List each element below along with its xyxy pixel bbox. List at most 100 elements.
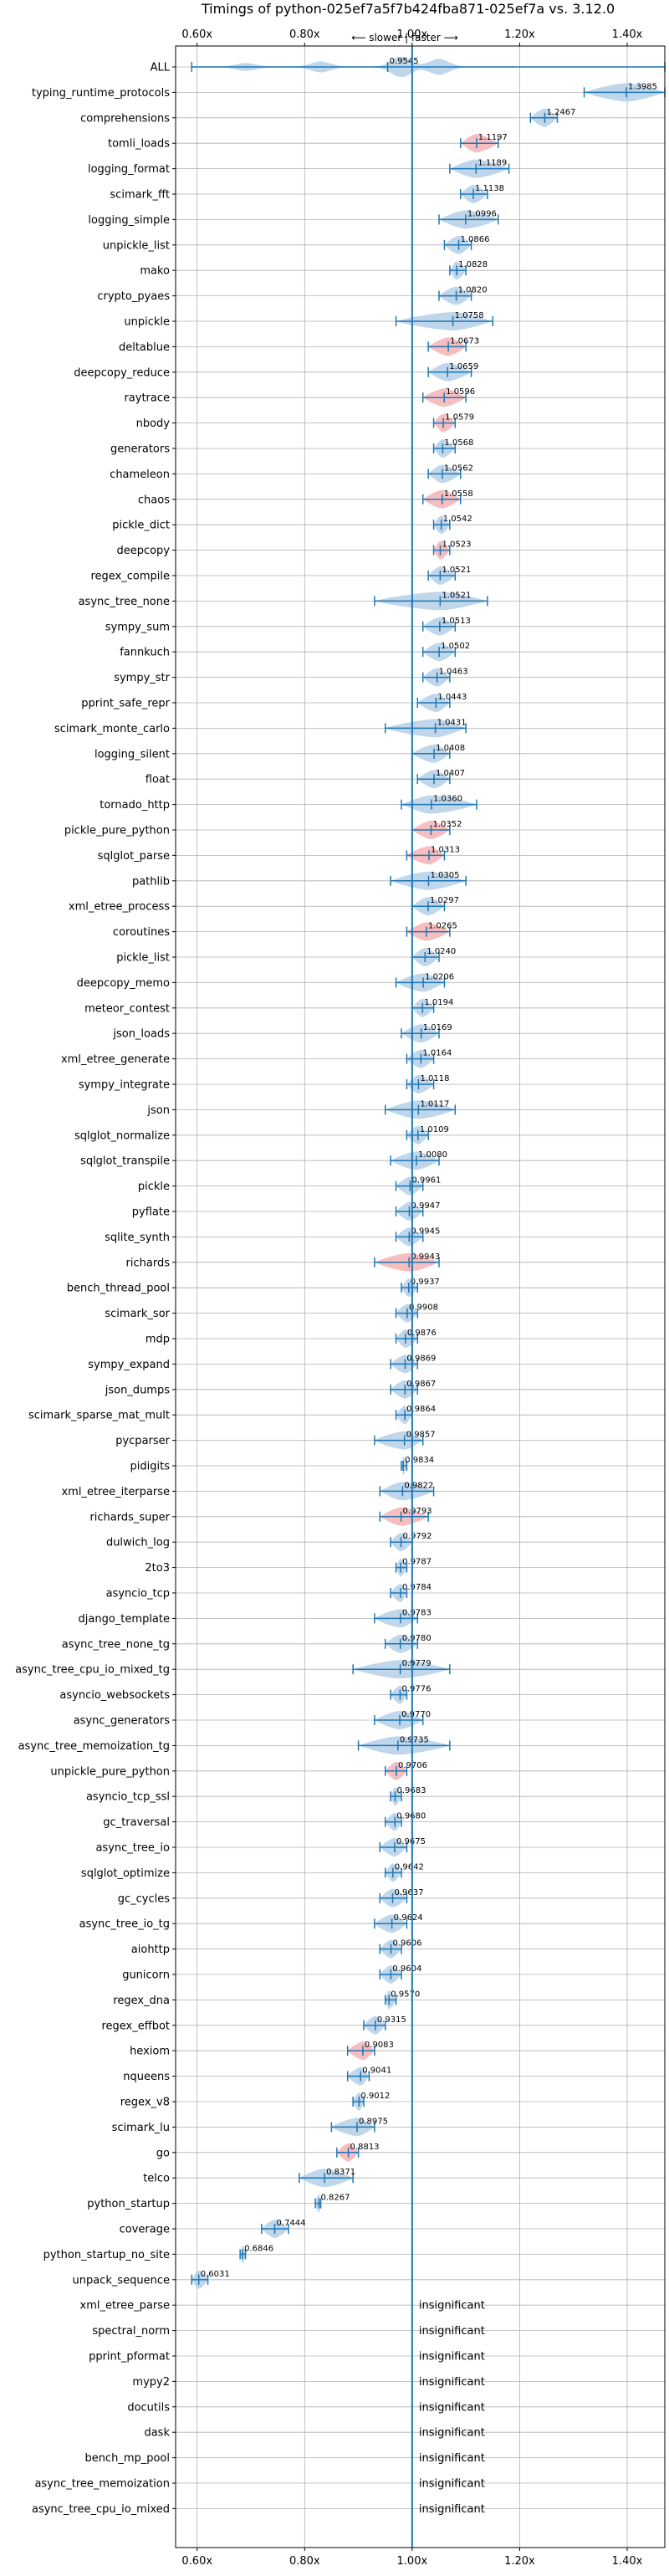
value-label: 1.0109 — [420, 1125, 449, 1134]
category-label: regex_effbot — [101, 2020, 170, 2032]
value-label: 0.9947 — [411, 1201, 440, 1211]
category-label: regex_v8 — [120, 2097, 170, 2109]
category-label: regex_dna — [113, 1995, 170, 2007]
category-label: pickle — [138, 1180, 170, 1193]
value-label: 1.0513 — [442, 617, 471, 626]
category-label: mypy2 — [132, 2376, 170, 2389]
value-label: 1.0352 — [432, 820, 462, 829]
category-label: json_loads — [112, 1028, 170, 1041]
category-label: go — [156, 2147, 170, 2159]
insignificant-label: insignificant — [419, 2300, 485, 2312]
value-label: 0.9783 — [402, 1608, 432, 1617]
x-tick-label-bottom: 1.40x — [612, 2555, 643, 2568]
category-label: dask — [144, 2427, 170, 2440]
value-label: 1.0820 — [458, 286, 488, 295]
category-label: async_tree_memoization — [34, 2478, 170, 2491]
value-label: 1.0431 — [437, 718, 467, 727]
category-label: bench_thread_pool — [67, 1283, 170, 1295]
category-label: deepcopy_reduce — [74, 366, 170, 379]
value-label: 0.9680 — [396, 1812, 426, 1821]
category-label: sympy_str — [114, 672, 170, 684]
category-label: mdp — [146, 1334, 170, 1346]
value-label: 1.2467 — [546, 108, 575, 117]
category-label: ALL — [151, 62, 171, 74]
category-label: crypto_pyaes — [97, 290, 170, 303]
value-label: 1.0240 — [426, 947, 456, 956]
value-label: 0.9083 — [365, 2041, 394, 2050]
category-label: pidigits — [130, 1461, 171, 1473]
value-label: 1.0080 — [418, 1150, 447, 1160]
value-label: 0.9908 — [409, 1303, 438, 1313]
category-label: pathlib — [132, 875, 170, 888]
x-tick-label-bottom: 0.80x — [289, 2555, 320, 2568]
value-label: 1.0659 — [449, 362, 478, 371]
value-label: 1.0305 — [430, 871, 459, 880]
category-label: sqlglot_parse — [98, 850, 170, 863]
value-label: 1.0118 — [420, 1074, 449, 1083]
x-tick-label-bottom: 1.20x — [504, 2555, 535, 2568]
value-label: 1.0523 — [442, 540, 471, 550]
category-label: richards — [126, 1257, 171, 1269]
category-label: logging_simple — [88, 214, 170, 227]
category-label: gc_traversal — [103, 1816, 170, 1829]
insignificant-label: insignificant — [419, 2376, 485, 2389]
value-label: 0.8813 — [350, 2143, 380, 2152]
category-label: float — [146, 774, 170, 786]
category-label: pycparser — [115, 1435, 170, 1447]
x-tick-label-top: 1.00x — [397, 28, 428, 41]
value-label: 1.0502 — [441, 642, 470, 651]
value-label: 1.0206 — [425, 972, 454, 981]
value-label: 1.1197 — [478, 133, 508, 142]
category-label: async_tree_cpu_io_mixed_tg — [15, 1664, 170, 1677]
value-label: 1.0568 — [444, 438, 473, 448]
category-label: deepcopy — [116, 545, 170, 557]
value-label: 1.0562 — [444, 463, 473, 473]
category-label: gunicorn — [122, 1969, 170, 1982]
category-label: scimark_sor — [105, 1308, 170, 1320]
violin-marks: 0.9545 1.3985 1.2467 1.1197 1.1189 1.1138 1.09… — [191, 57, 666, 2516]
category-label: logging_silent — [94, 748, 170, 761]
category-label: telco — [143, 2173, 170, 2185]
x-tick-label-top: 1.20x — [504, 28, 535, 41]
category-label: tomli_loads — [108, 138, 170, 151]
value-label: 0.6846 — [244, 2244, 273, 2253]
category-label: meteor_contest — [84, 1002, 170, 1015]
value-label: 1.0313 — [431, 845, 460, 854]
insignificant-label: insignificant — [419, 2503, 485, 2516]
category-label: coroutines — [113, 926, 170, 939]
category-label: asyncio_tcp — [106, 1588, 170, 1600]
category-label: xml_etree_parse — [80, 2300, 170, 2312]
value-label: 1.3985 — [628, 82, 657, 91]
x-tick-label-top: 0.60x — [181, 28, 212, 41]
category-label: chaos — [138, 494, 170, 506]
value-label: 1.0542 — [443, 515, 472, 524]
category-label: django_template — [79, 1613, 170, 1626]
value-label: 1.0463 — [439, 668, 468, 677]
category-label: spectral_norm — [92, 2325, 170, 2338]
insignificant-label: insignificant — [419, 2351, 485, 2363]
category-label: tornado_http — [100, 799, 170, 812]
value-label: 1.0117 — [420, 1099, 449, 1109]
gridlines — [176, 46, 665, 2548]
category-label: unpickle_pure_python — [50, 1765, 170, 1778]
category-label: sqlglot_transpile — [80, 1155, 170, 1168]
category-label: sqlglot_optimize — [81, 1867, 170, 1880]
category-label: aiohttp — [131, 1944, 170, 1956]
category-label: unpickle — [124, 316, 170, 329]
category-label: sqlglot_normalize — [74, 1129, 170, 1142]
insignificant-label: insignificant — [419, 2325, 485, 2338]
value-label: 0.9770 — [401, 1710, 431, 1719]
category-label: nbody — [136, 417, 171, 430]
direction-note: ⟵ slower | faster ⟶ — [351, 32, 458, 44]
value-label: 0.9787 — [402, 1558, 432, 1567]
category-label: json — [146, 1104, 170, 1117]
value-label: 1.0521 — [442, 591, 471, 600]
category-label: async_tree_none_tg — [62, 1638, 170, 1651]
value-label: 1.0169 — [423, 1023, 452, 1032]
value-label: 0.6031 — [201, 2270, 230, 2279]
value-label: 0.9776 — [401, 1685, 431, 1694]
value-label: 1.0558 — [444, 489, 473, 499]
category-label: hexiom — [130, 2046, 170, 2058]
category-label: xml_etree_iterparse — [61, 1486, 170, 1498]
